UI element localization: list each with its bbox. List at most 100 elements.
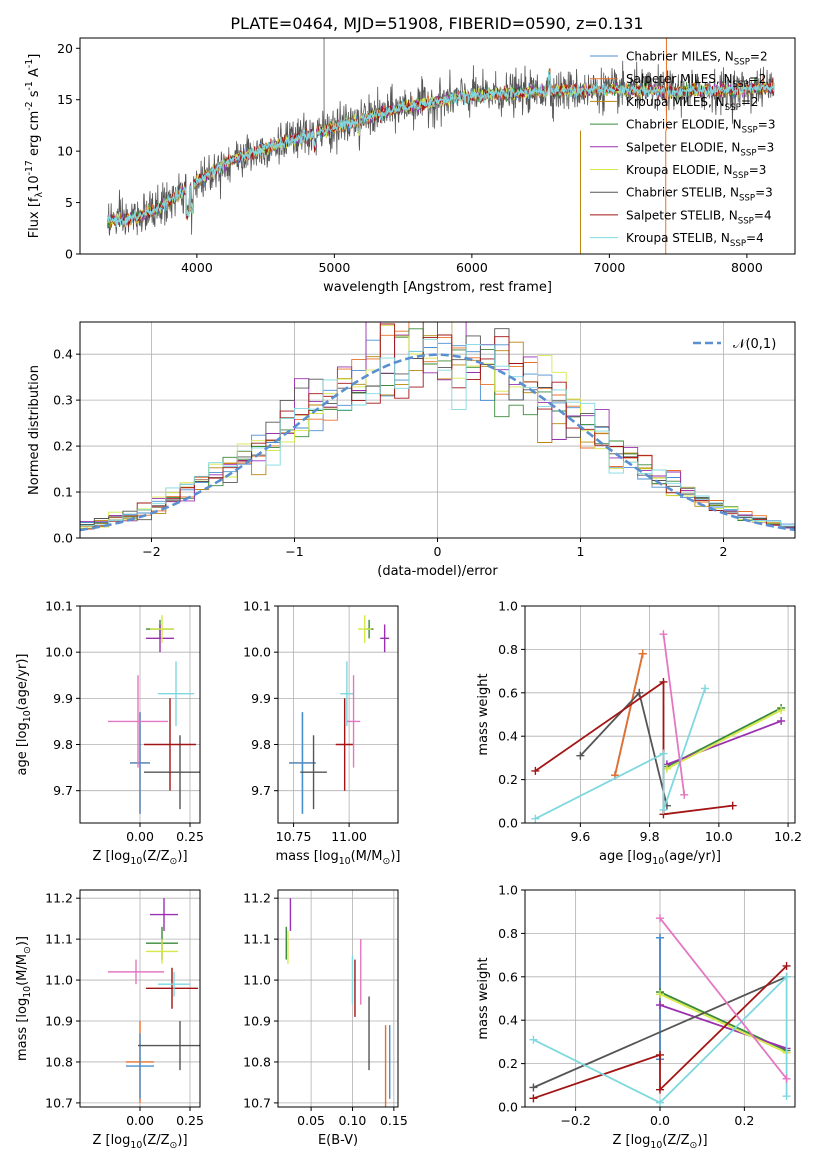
spectrum-line [107,71,775,228]
label-part: 10 [27,175,42,192]
spectrum-panel: 4000 5000 6000 7000 8000 0 5 10 15 20 wavelength [… [24,37,796,295]
z-vs-weight-plot-area [529,914,791,1107]
y-tick-label: 10.9 [45,1014,73,1029]
label-part: =2 [749,72,767,86]
legend-entry: Salpeter ELODIE, NSSP​=3 [626,140,774,158]
x-axis-label: wavelength [Angstrom, rest frame] [323,280,552,295]
subscript: λ [34,191,45,197]
label-part: Chabrier ELODIE, N [626,118,742,132]
subscript: ⊙ [170,856,178,867]
x-tick-label: 0.00 [126,1113,154,1128]
weight-line [533,975,787,1089]
axes-frame [277,605,399,824]
label-part: (data-model)/error [377,564,498,579]
weight-marker [531,766,540,775]
label-part: )] [177,1133,187,1148]
residuals-panel: −2 −1 0 1 2 0.0 0.1 0.2 0.3 0.4 (data-model)/error… [27,321,796,579]
label-part: mass weight [476,673,491,755]
age-vs-weight-plot-area [531,630,786,823]
superscript: -2 [24,101,35,110]
x-tick-label: 2 [720,544,728,559]
label-part: ] [27,54,42,59]
y-tick-label: 10.9 [243,1014,271,1029]
y-axis-label: mass weight [476,673,491,755]
y-axis-label: mass [log10​(M/M⊙​)] [15,936,33,1061]
label-part: mass [log [276,849,339,864]
label-part: Z [log [92,1133,130,1148]
axes-frame [277,889,399,1108]
weight-marker [782,1074,791,1083]
legend-entry: Salpeter STELIB, NSSP​=4 [626,208,772,226]
y-tick-label: 10.7 [45,1095,73,1110]
legend-entry: Kroupa STELIB, NSSP​=4 [626,231,764,249]
weight-marker [782,961,791,970]
label-part: (M/M [15,954,30,986]
x-tick-label: 6000 [456,260,488,275]
x-tick-label: 11.00 [331,829,367,844]
weight-marker [656,914,664,923]
weight-marker [659,630,668,639]
y-axis-label: Normed distribution [27,365,42,495]
weight-marker [659,805,668,814]
weight-marker [782,1092,791,1101]
x-tick-label: 7000 [593,260,625,275]
weight-line [534,688,706,820]
z-vs-mass-plot-area [108,898,200,1103]
label-part: A [27,68,42,81]
label-part: Salpeter MILES, N [626,72,733,86]
x-tick-label: 0.15 [380,1113,408,1128]
label-part: =3 [758,118,776,132]
y-axis-label: age [log10​(age/yr)] [15,654,33,776]
x-tick-label: 0.0 [650,1113,670,1128]
label-part: Salpeter ELODIE, N [626,140,740,154]
label-part: Chabrier MILES, N [626,50,734,64]
y-tick-label: 10.7 [243,1095,271,1110]
histogram-step [80,338,795,527]
label-part: Chabrier STELIB, N [626,186,739,200]
y-tick-label: 1.0 [498,599,518,614]
label-part: E(B-V) [318,1133,358,1148]
legend-entry: Chabrier STELIB, NSSP​=3 [626,186,773,204]
superscript: -1 [24,81,35,90]
y-tick-label: 0.1 [53,485,73,500]
y-tick-label: 11.0 [45,973,73,988]
z-vs-weight-panel: −0.2 0.0 0.2 0.0 0.2 0.4 0.6 0.8 1.0 Z [log10​(Z/… [476,883,796,1151]
figure-title: PLATE=0464, MJD=51908, FIBERID=0590, z=0… [230,14,643,33]
y-tick-label: 0.2 [53,439,73,454]
y-tick-label: 10.8 [243,1054,271,1069]
x-tick-label: 4000 [181,260,213,275]
y-tick-label: 0.0 [53,531,73,546]
y-tick-label: 0 [65,247,73,262]
weight-marker [777,706,786,715]
x-axis-label: Z [log10​(Z/Z⊙​)] [92,849,187,867]
y-tick-label: 0.2 [498,772,518,787]
age-vs-weight-panel: 9.6 9.8 10.0 10.2 0.0 0.2 0.4 0.6 0.8 1.0 age [log… [476,599,802,868]
y-axis-label: Flux [fλ​10-17​ erg cm-2​ s-1​ A-1​] [24,54,45,239]
y-tick-label: 0.3 [53,393,73,408]
x-axis-label: age [log10​(age/yr)] [599,849,721,867]
weight-line [659,917,788,1080]
weight-marker [638,649,647,658]
y-tick-label: 11.1 [243,932,271,947]
label-part: age [log [15,722,30,775]
subscript: SSP [730,239,746,249]
residuals-plot-area [80,322,795,532]
subscript: 10 [650,1140,662,1151]
weight-line [659,993,787,1054]
x-tick-label: 0.2 [734,1113,754,1128]
subscript: SSP [740,148,756,158]
weight-marker [656,933,664,942]
weight-marker [659,749,668,758]
weight-marker [656,990,664,999]
subscript: 10 [130,1140,142,1151]
subscript: SSP [734,58,750,68]
label-part: age [log [599,849,652,864]
x-tick-label: 0.10 [339,1113,367,1128]
y-tick-label: 0.8 [498,926,518,941]
x-axis-label: Z [log10​(Z/Z⊙​)] [612,1133,707,1151]
x-tick-label: 1 [577,544,585,559]
weight-marker [576,751,585,760]
label-part: Flux [f [27,197,42,238]
